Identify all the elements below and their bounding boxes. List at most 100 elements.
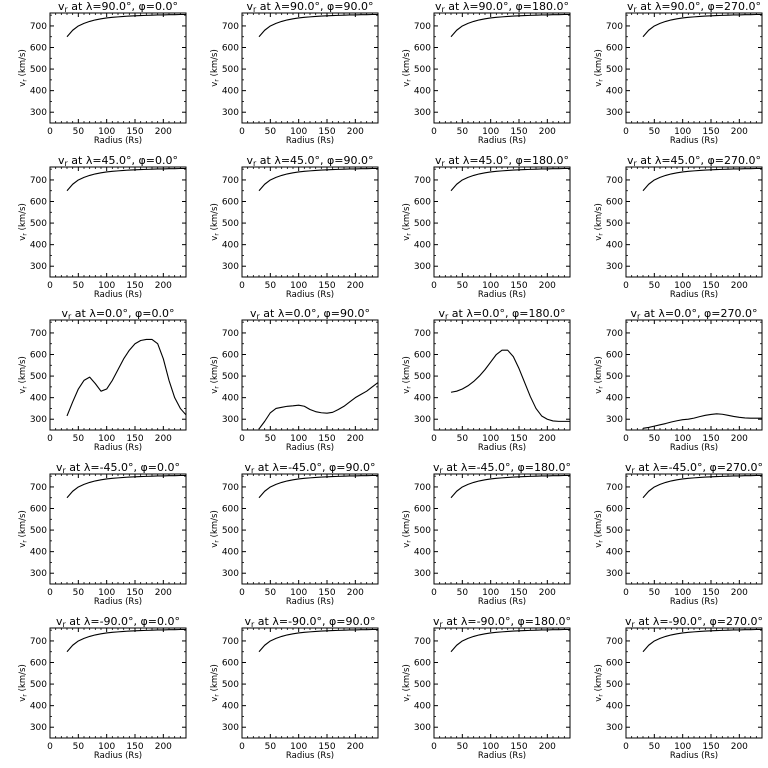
panel-title: vr at λ=-90.0°, φ=90.0° xyxy=(244,615,375,629)
x-tick-label: 50 xyxy=(265,127,277,137)
panel-title: vr at λ=-45.0°, φ=90.0° xyxy=(244,461,375,475)
y-axis-label: vr (km/s) xyxy=(402,510,413,548)
y-tick-label: 300 xyxy=(414,569,431,579)
plot-frame xyxy=(625,12,763,124)
series-line xyxy=(66,628,186,653)
x-tick-label: 200 xyxy=(347,588,364,598)
y-tick-label: 700 xyxy=(414,22,431,32)
y-tick-label: 700 xyxy=(30,176,47,186)
series-line xyxy=(642,474,762,499)
x-tick-label: 0 xyxy=(431,588,437,598)
panel-title: vr at λ=90.0°, φ=180.0° xyxy=(435,0,569,14)
x-tick-label: 100 xyxy=(290,434,307,444)
x-axis-label: Radius (Rs) xyxy=(286,443,334,453)
y-tick-label: 400 xyxy=(30,241,47,251)
y-tick-label: 300 xyxy=(30,723,47,733)
x-tick-label: 200 xyxy=(155,434,172,444)
y-tick-label: 400 xyxy=(222,702,239,712)
y-tick-label: 500 xyxy=(606,680,623,690)
y-tick-label: 400 xyxy=(222,548,239,558)
y-tick-label: 600 xyxy=(30,198,47,208)
x-tick-label: 100 xyxy=(674,127,691,137)
chart-panel: vr at λ=-90.0°, φ=270.0° 0 50 100 150 200 300 4… xyxy=(594,615,763,761)
x-tick-label: 100 xyxy=(482,281,499,291)
y-tick-label: 300 xyxy=(414,415,431,425)
y-axis-label: vr (km/s) xyxy=(402,49,413,87)
x-tick-label: 50 xyxy=(73,434,85,444)
x-tick-label: 200 xyxy=(731,742,748,752)
plot-frame xyxy=(241,627,379,739)
series-line xyxy=(450,474,570,499)
chart-panel: vr at λ=90.0°, φ=0.0° 0 50 100 150 200 300 400 5… xyxy=(18,0,187,146)
plot-frame xyxy=(241,166,379,278)
y-tick-label: 400 xyxy=(414,394,431,404)
chart-panel: vr at λ=90.0°, φ=270.0° 0 50 100 150 200 300 40… xyxy=(594,0,763,146)
x-tick-label: 50 xyxy=(73,281,85,291)
panel-title: vr at λ=-45.0°, φ=180.0° xyxy=(433,461,571,475)
y-axis-label: vr (km/s) xyxy=(210,49,221,87)
x-axis-label: Radius (Rs) xyxy=(478,443,526,453)
x-tick-label: 150 xyxy=(318,434,335,444)
panel-title: vr at λ=45.0°, φ=0.0° xyxy=(58,154,178,168)
y-tick-label: 600 xyxy=(606,198,623,208)
x-tick-label: 0 xyxy=(431,127,437,137)
x-tick-label: 50 xyxy=(265,742,277,752)
y-tick-label: 600 xyxy=(222,505,239,515)
panel-title: vr at λ=-45.0°, φ=0.0° xyxy=(56,461,180,475)
plot-frame xyxy=(433,627,571,739)
x-tick-label: 100 xyxy=(290,588,307,598)
plot-frame xyxy=(241,319,379,431)
x-tick-label: 50 xyxy=(649,742,661,752)
series-line xyxy=(66,474,186,499)
y-tick-label: 400 xyxy=(606,394,623,404)
x-tick-label: 150 xyxy=(126,127,143,137)
y-tick-label: 300 xyxy=(222,723,239,733)
x-tick-label: 50 xyxy=(457,127,469,137)
plot-frame xyxy=(433,319,571,431)
x-tick-label: 100 xyxy=(98,127,115,137)
x-tick-label: 200 xyxy=(155,588,172,598)
panel-title: vr at λ=-90.0°, φ=180.0° xyxy=(433,615,571,629)
chart-panel: vr at λ=-90.0°, φ=180.0° 0 50 100 150 200 300 4… xyxy=(402,615,571,761)
chart-panel: vr at λ=0.0°, φ=0.0° 0 50 100 150 200 300 400 50… xyxy=(18,307,187,453)
y-tick-label: 600 xyxy=(30,659,47,669)
series-line xyxy=(66,167,186,192)
x-tick-label: 100 xyxy=(290,281,307,291)
panel-title: vr at λ=90.0°, φ=270.0° xyxy=(627,0,761,14)
x-tick-label: 50 xyxy=(73,588,85,598)
x-tick-label: 100 xyxy=(98,742,115,752)
x-tick-label: 150 xyxy=(702,742,719,752)
x-axis-label: Radius (Rs) xyxy=(670,751,718,761)
y-axis-label: vr (km/s) xyxy=(594,356,605,394)
x-tick-label: 150 xyxy=(126,588,143,598)
y-tick-label: 600 xyxy=(606,659,623,669)
plot-frame xyxy=(241,12,379,124)
x-axis-label: Radius (Rs) xyxy=(478,290,526,300)
series-line xyxy=(450,349,570,422)
y-axis-label: vr (km/s) xyxy=(594,664,605,702)
x-tick-label: 200 xyxy=(731,281,748,291)
y-axis-label: vr (km/s) xyxy=(402,203,413,241)
x-tick-label: 0 xyxy=(239,588,245,598)
x-axis-label: Radius (Rs) xyxy=(286,751,334,761)
x-tick-label: 0 xyxy=(431,742,437,752)
x-tick-label: 0 xyxy=(623,434,629,444)
series-line xyxy=(450,13,570,38)
y-tick-label: 500 xyxy=(30,219,47,229)
plot-frame xyxy=(49,166,187,278)
x-tick-label: 100 xyxy=(674,281,691,291)
x-tick-label: 50 xyxy=(265,434,277,444)
y-tick-label: 300 xyxy=(606,723,623,733)
x-axis-label: Radius (Rs) xyxy=(94,751,142,761)
y-tick-label: 300 xyxy=(606,108,623,118)
panel-title: vr at λ=45.0°, φ=180.0° xyxy=(435,154,569,168)
x-tick-label: 50 xyxy=(457,434,469,444)
x-axis-label: Radius (Rs) xyxy=(94,136,142,146)
y-tick-label: 500 xyxy=(414,680,431,690)
y-tick-label: 400 xyxy=(30,394,47,404)
y-axis-label: vr (km/s) xyxy=(18,510,29,548)
y-axis-label: vr (km/s) xyxy=(18,203,29,241)
x-tick-label: 100 xyxy=(482,434,499,444)
x-tick-label: 150 xyxy=(510,742,527,752)
